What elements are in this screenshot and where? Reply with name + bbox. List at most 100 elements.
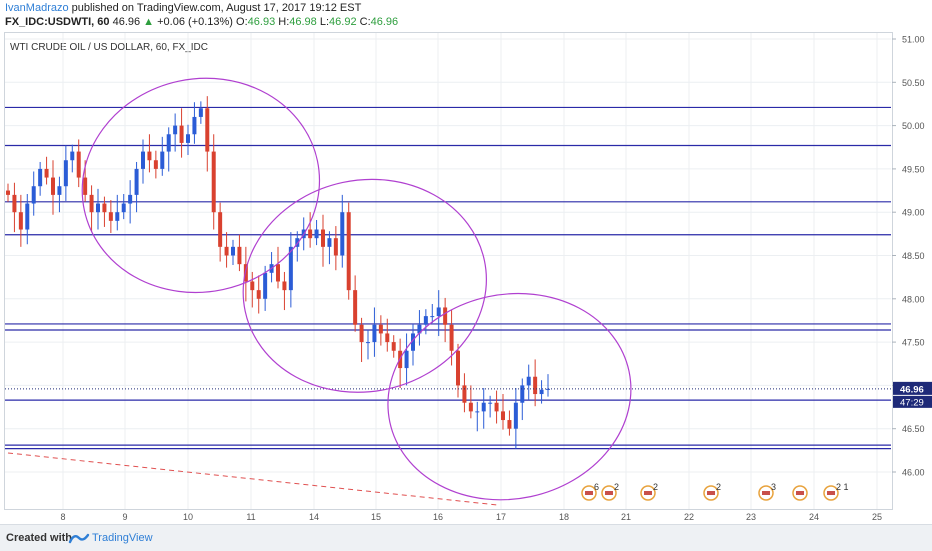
event-count: 6 — [594, 482, 599, 492]
event-icon — [792, 485, 808, 501]
candle-body — [404, 350, 409, 369]
publish-line: IvanMadrazo published on TradingView.com… — [5, 2, 361, 14]
candle-body — [224, 246, 229, 256]
x-tick-label: 21 — [621, 512, 631, 522]
created-with-label: Created with — [6, 532, 73, 544]
candle-body — [391, 342, 396, 351]
ellipse-annotation — [387, 292, 632, 501]
candle-body — [366, 342, 370, 344]
candle-body — [462, 385, 467, 403]
candle-body — [63, 160, 68, 187]
candle-body — [205, 108, 210, 152]
ellipse-annotation — [81, 77, 321, 294]
candle-body — [211, 151, 216, 213]
candle-body — [192, 116, 197, 135]
candle-body — [160, 151, 165, 169]
footer-bar: Created with TradingView — [0, 524, 932, 551]
candle-body — [121, 203, 126, 213]
candle-body — [430, 316, 435, 318]
candle-body — [141, 151, 145, 169]
candle-body — [385, 333, 390, 343]
ellipse-annotation — [242, 178, 487, 393]
candle-body — [501, 411, 505, 421]
symbol-label[interactable]: FX_IDC:USDWTI, 60 — [5, 16, 110, 28]
y-tick-label: 47.50 — [902, 338, 925, 348]
y-tick-label: 51.00 — [902, 35, 925, 45]
candle-body — [340, 212, 345, 256]
event-count: 3 — [771, 482, 776, 492]
x-tick-label: 8 — [60, 512, 65, 522]
candle-body — [31, 186, 36, 204]
candle-body — [115, 212, 120, 221]
y-tick-label: 50.00 — [902, 121, 925, 131]
x-tick-label: 23 — [746, 512, 756, 522]
candle-body — [533, 376, 538, 395]
candle-body — [539, 389, 544, 395]
publish-info: published on TradingView.com, August 17,… — [71, 2, 362, 14]
candle-body — [359, 324, 364, 343]
close-label: C: — [359, 16, 371, 28]
y-tick-label: 50.50 — [902, 78, 925, 88]
flag-stripe — [585, 491, 593, 495]
open-label: O: — [236, 16, 248, 28]
candle-body — [198, 108, 203, 117]
open-value: 46.93 — [247, 16, 276, 28]
candle-body — [256, 290, 261, 299]
candle-body — [475, 411, 480, 413]
candle-body — [346, 212, 351, 291]
y-tick-label: 49.50 — [902, 164, 925, 174]
candle-body — [288, 246, 293, 291]
candle-body — [108, 212, 113, 221]
candle-body — [102, 203, 107, 213]
candle-body — [526, 376, 531, 386]
candle-body — [353, 290, 358, 325]
event-icon: 2 — [703, 482, 721, 501]
flag-stripe — [762, 491, 770, 495]
candle-body — [481, 402, 486, 412]
countdown-label: 47:29 — [900, 397, 924, 408]
flag-stripe — [644, 491, 652, 495]
candle-body — [436, 307, 441, 317]
candle-body — [507, 420, 512, 429]
event-count: 2 — [614, 482, 619, 492]
event-icon: 3 — [758, 482, 776, 501]
candle-body — [295, 238, 300, 247]
author-link[interactable]: IvanMadrazo — [5, 2, 69, 14]
candle-body — [6, 190, 10, 195]
candle-body — [70, 151, 75, 161]
x-tick-label: 15 — [371, 512, 381, 522]
last-price-label: 46.96 — [900, 384, 924, 395]
flag-stripe — [796, 491, 804, 495]
tradingview-logo-icon[interactable] — [68, 530, 90, 546]
candle-body — [443, 307, 448, 325]
chart-pane[interactable] — [4, 32, 892, 510]
x-tick-label: 24 — [809, 512, 819, 522]
x-tick-label: 17 — [496, 512, 506, 522]
candle-body — [468, 402, 473, 412]
close-value: 46.96 — [370, 16, 399, 28]
candle-body — [494, 402, 499, 412]
countdown-badge — [893, 395, 932, 408]
trend-line — [7, 452, 497, 506]
last-price-badge — [893, 381, 932, 395]
y-tick-label: 48.00 — [902, 294, 925, 304]
candle-body — [25, 203, 30, 230]
candle-body — [308, 229, 313, 239]
candle-body — [83, 177, 88, 195]
candle-body — [333, 238, 338, 256]
candle-body — [520, 385, 525, 403]
y-tick-label: 46.50 — [902, 424, 925, 434]
candle-body — [96, 203, 100, 213]
x-tick-label: 22 — [684, 512, 694, 522]
x-tick-label: 11 — [246, 512, 255, 522]
candle-body — [263, 272, 268, 299]
price-axis[interactable] — [892, 32, 932, 510]
x-tick-label: 18 — [559, 512, 569, 522]
y-tick-label: 48.50 — [902, 251, 925, 261]
candle-body — [314, 229, 319, 239]
candle-body — [153, 160, 158, 169]
tradingview-brand-link[interactable]: TradingView — [92, 532, 153, 544]
candle-body — [250, 281, 255, 291]
candle-body — [282, 281, 287, 291]
